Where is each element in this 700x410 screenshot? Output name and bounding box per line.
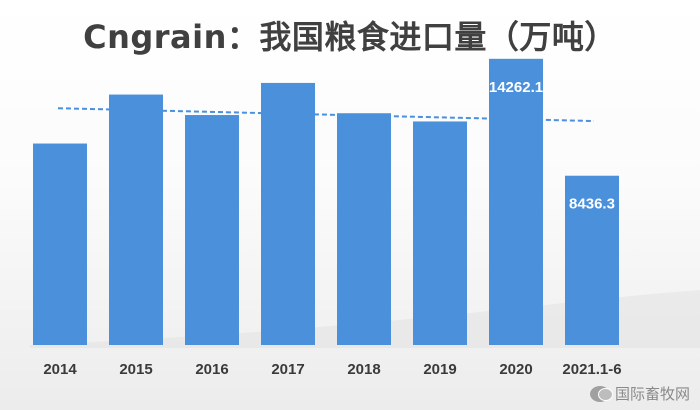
bar-2020 (489, 58, 543, 346)
wechat-icon (589, 385, 613, 402)
watermark-text: 国际畜牧网 (614, 385, 690, 403)
x-tick-label: 2015 (119, 361, 152, 378)
watermark: 国际畜牧网 (589, 383, 690, 404)
x-tick-label: 2019 (423, 361, 456, 378)
x-tick-label: 2017 (271, 361, 304, 378)
bar-2015 (109, 94, 163, 346)
data-label: 14262.1 (489, 79, 543, 96)
x-tick-label: 2020 (499, 361, 532, 378)
bar-2016 (185, 115, 239, 345)
bar-2019 (413, 121, 467, 345)
x-tick-label: 2016 (195, 361, 228, 378)
x-tick-label: 2021.1-6 (562, 361, 621, 378)
bar-2021.1-6 (565, 175, 619, 345)
x-tick-label: 2018 (347, 361, 380, 378)
trendline (57, 107, 595, 123)
bar-2018 (337, 113, 391, 345)
x-tick-label: 2014 (43, 361, 77, 378)
chart-title: Cngrain：我国粮食进口量（万吨） (83, 18, 617, 56)
bar-2017 (261, 82, 315, 346)
data-label: 8436.3 (569, 196, 615, 213)
bar-2014 (33, 143, 87, 345)
